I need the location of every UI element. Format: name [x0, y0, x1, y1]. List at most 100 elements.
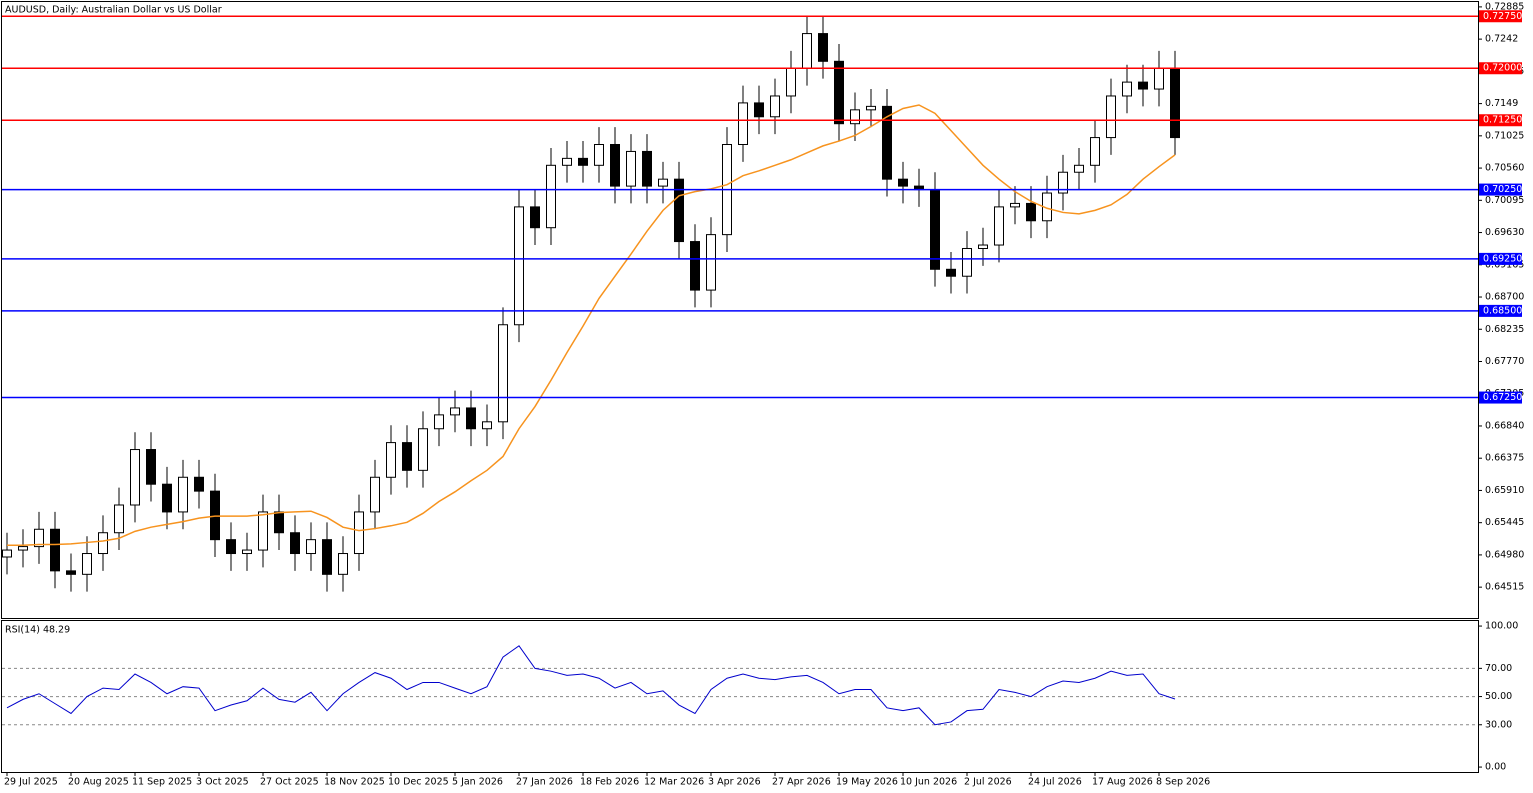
candle-body [482, 421, 492, 430]
y-tick-label: 0.64515 [1485, 582, 1524, 593]
x-tick-label: 10 Dec 2025 [388, 777, 449, 788]
candle-body [2, 549, 12, 558]
candle-body [290, 532, 300, 555]
price-panel [1, 1, 1479, 619]
y-tick-label: 50.00 [1485, 691, 1512, 702]
x-tick-label: 27 Apr 2026 [772, 777, 831, 788]
level-tag [1479, 10, 1522, 23]
candle-body [690, 241, 700, 291]
candle-body [850, 109, 860, 125]
x-tick-label: 8 Sep 2026 [1156, 777, 1210, 788]
candle-body [754, 102, 764, 118]
candle-body [194, 476, 204, 492]
candle-body [178, 476, 188, 513]
y-tick-label: 0.66375 [1485, 453, 1524, 464]
moving-average [7, 104, 1176, 546]
candle-body [98, 532, 108, 555]
candle-body [258, 511, 268, 551]
candle-body [578, 157, 588, 166]
candle-body [1122, 81, 1132, 97]
level-label: 0.72000 [1483, 63, 1522, 74]
level-tag [1479, 304, 1522, 317]
candle-body [658, 178, 668, 187]
x-tick-label: 5 Jan 2026 [452, 777, 503, 788]
candle-body [1154, 67, 1164, 90]
candle-body [930, 189, 940, 270]
candle-body [546, 164, 556, 229]
candle-body [706, 234, 716, 291]
candle-body [18, 546, 28, 551]
rsi-line [6, 645, 1176, 726]
candle-body [594, 144, 604, 166]
x-tick-label: 24 Jul 2026 [1028, 777, 1082, 788]
y-tick-label: 0.70095 [1485, 195, 1524, 206]
candle-body [770, 95, 780, 118]
candle-body [882, 105, 892, 180]
candle-body [306, 539, 316, 555]
rsi-title: RSI(14) 48.29 [5, 625, 70, 636]
candle-body [146, 449, 156, 485]
level-tag [1479, 183, 1522, 196]
level-tag [1479, 114, 1522, 127]
candle-body [498, 324, 508, 423]
y-tick-label: 0.65910 [1485, 485, 1524, 496]
candle-body [1138, 81, 1148, 90]
candle-body [66, 570, 76, 575]
candle-body [338, 553, 348, 575]
candle-body [994, 206, 1004, 246]
candle-body [450, 407, 460, 416]
x-tick-label: 17 Aug 2026 [1092, 777, 1153, 788]
x-tick-label: 27 Jan 2026 [516, 777, 573, 788]
x-tick-label: 27 Oct 2025 [260, 777, 319, 788]
x-tick-label: 11 Sep 2025 [132, 777, 192, 788]
y-tick-label: 0.71025 [1485, 130, 1524, 141]
candle-body [402, 442, 412, 471]
x-tick-label: 18 Feb 2026 [580, 777, 639, 788]
candle-body [642, 150, 652, 187]
candle-body [866, 105, 876, 111]
level-label: 0.72750 [1483, 11, 1522, 22]
y-tick-label: 0.00 [1485, 762, 1506, 773]
candle-body [610, 144, 620, 187]
y-tick-label: 0.66840 [1485, 420, 1524, 431]
level-label: 0.67250 [1483, 392, 1522, 403]
y-tick-label: 30.00 [1485, 719, 1512, 730]
candle-body [530, 206, 540, 229]
x-tick-label: 20 Aug 2025 [68, 777, 129, 788]
y-tick-label: 0.65445 [1485, 517, 1524, 528]
level-label: 0.71250 [1483, 115, 1522, 126]
x-tick-label: 19 May 2026 [836, 777, 898, 788]
x-tick-label: 12 Mar 2026 [644, 777, 704, 788]
candle-body [50, 528, 60, 572]
candle-body [1074, 164, 1084, 173]
candle-body [562, 157, 572, 166]
candle-body [1090, 137, 1100, 166]
y-tick-label: 0.7242 [1485, 34, 1518, 45]
candle-body [786, 67, 796, 97]
level-tag [1479, 62, 1522, 75]
x-tick-label: 18 Nov 2025 [324, 777, 385, 788]
y-tick-label: 0.72885 [1485, 1, 1524, 12]
candle-body [434, 414, 444, 430]
level-label: 0.70250 [1483, 184, 1522, 195]
level-label: 0.69250 [1483, 253, 1522, 264]
candle-body [418, 428, 428, 471]
level-tag [1479, 391, 1522, 404]
y-tick-label: 0.64980 [1485, 549, 1524, 560]
level-tag [1479, 252, 1522, 265]
candle-body [82, 553, 92, 575]
y-tick-label: 0.70560 [1485, 163, 1524, 174]
x-tick-label: 3 Apr 2026 [708, 777, 761, 788]
candle-body [322, 539, 332, 575]
y-tick-label: 70.00 [1485, 663, 1512, 674]
candle-body [738, 102, 748, 146]
candle-body [626, 150, 636, 187]
y-tick-label: 100.00 [1485, 621, 1518, 632]
candle-body [962, 247, 972, 277]
candle-body [162, 483, 172, 513]
candle-body [802, 33, 812, 69]
candle-body [1010, 202, 1020, 208]
candle-body [674, 178, 684, 243]
